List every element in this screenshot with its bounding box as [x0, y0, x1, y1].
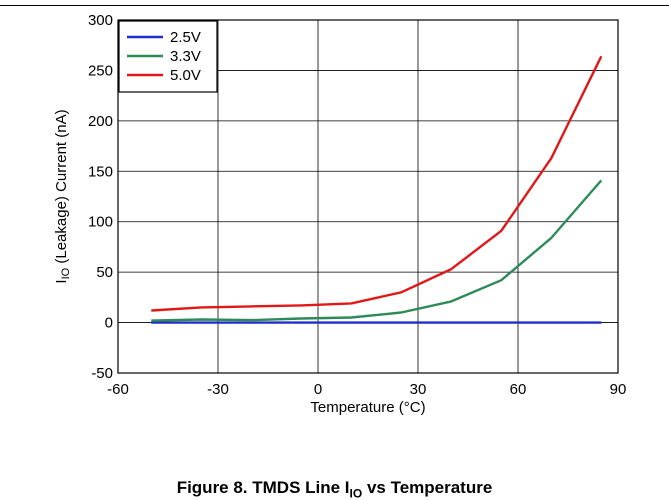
series-line-33v: [151, 179, 603, 322]
caption-main: Figure 8. TMDS Line I: [176, 478, 350, 497]
x-tick-labels: -60 -30 0 30 60 90: [107, 381, 626, 398]
y-tick-label: 0: [105, 315, 113, 332]
x-tick-label: 90: [610, 381, 627, 398]
leakage-current-chart: -60 -30 0 30 60 90 -50 0 50 100 150 200 250 300 Temp…: [53, 12, 626, 416]
x-tick-label: -60: [107, 381, 129, 398]
caption-tail: vs Temperature: [362, 478, 493, 497]
y-tick-label: 50: [96, 264, 113, 281]
legend-label: 2.5V: [170, 29, 201, 46]
y-tick-labels: -50 0 50 100 150 200 250 300: [88, 12, 113, 382]
caption-sub: IO: [349, 486, 363, 500]
series-lines: [151, 55, 603, 324]
y-axis-label-main: I: [53, 279, 70, 283]
y-axis-label: IIO (Leakage) Current (nA): [53, 109, 72, 283]
y-tick-label: -50: [91, 365, 113, 382]
x-tick-label: 30: [410, 381, 427, 398]
y-axis-label-rest: (Leakage) Current (nA): [53, 109, 70, 267]
plot-frame: [117, 19, 619, 374]
y-tick-label: 100: [88, 214, 113, 231]
series-line-50v: [151, 55, 603, 312]
legend: 2.5V 3.3V 5.0V: [118, 20, 218, 93]
figure-caption: Figure 8. TMDS Line IIO vs Temperature: [0, 478, 669, 500]
x-axis-label: Temperature (°C): [310, 399, 425, 416]
x-tick-label: -30: [207, 381, 229, 398]
y-tick-label: 250: [88, 62, 113, 79]
legend-label: 3.3V: [170, 48, 201, 65]
x-tick-label: 60: [510, 381, 527, 398]
legend-label: 5.0V: [170, 67, 201, 84]
legend-box: [118, 20, 218, 93]
y-axis-label-sub: IO: [60, 267, 72, 279]
y-tick-label: 150: [88, 163, 113, 180]
y-tick-label: 200: [88, 113, 113, 130]
top-rule: [0, 5, 669, 6]
x-tick-label: 0: [314, 381, 322, 398]
y-tick-label: 300: [88, 12, 113, 29]
